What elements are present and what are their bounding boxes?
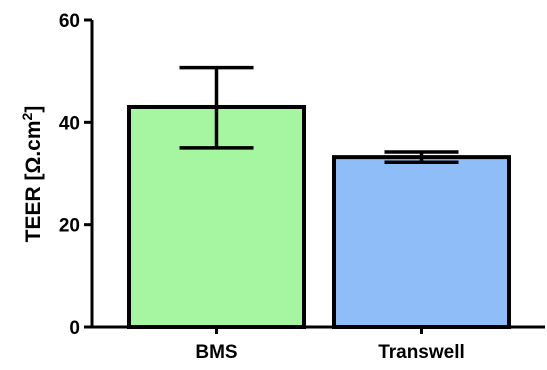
- y-axis-title-main: TEER [Ω.cm: [22, 120, 45, 242]
- x-tick-label-transwell: Transwell: [378, 342, 465, 363]
- x-tick-label-bms: BMS: [195, 342, 237, 363]
- y-tick-label-0: 0: [69, 318, 80, 339]
- bar-transwell: [332, 155, 511, 329]
- y-tick-label-40: 40: [59, 113, 80, 134]
- y-tick-label-20: 20: [59, 216, 80, 237]
- plot-area: 0 20 40 60 BMS Transwell: [59, 11, 545, 363]
- y-axis-title-sup: 2: [19, 112, 35, 120]
- y-axis-title: TEER [Ω.cm2]: [19, 106, 45, 243]
- y-tick-label-60: 60: [59, 11, 80, 32]
- y-axis-title-end: ]: [22, 106, 45, 113]
